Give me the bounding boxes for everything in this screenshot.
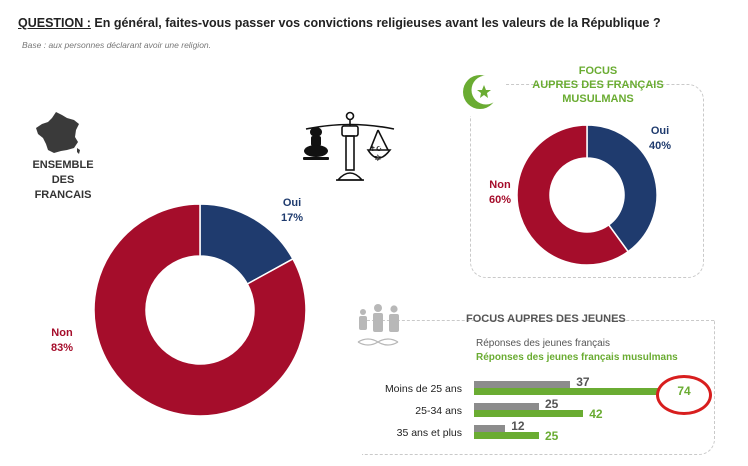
donut-ensemble-non-value: 83% (50, 342, 74, 354)
bar-grey-25-34 (474, 403, 539, 410)
scales-icon: ✡ ✝☪ (303, 111, 395, 181)
ensemble-line1: ENSEMBLE DES (32, 159, 94, 186)
bar-category-label: Moins de 25 ans (384, 383, 462, 395)
question-label: QUESTION : (18, 16, 91, 30)
crescent-star-icon (463, 75, 501, 109)
muslim-title-line2: AUPRES DES FRANÇAIS (532, 79, 664, 91)
legend-all-youth: Réponses des jeunes français (476, 338, 610, 349)
bar-value-grey: 37 (576, 375, 590, 389)
bar-grey-under25 (474, 381, 571, 388)
france-map-icon (36, 112, 80, 154)
donut-ensemble-non-label: Non 83% (42, 326, 82, 356)
muslim-focus-box (470, 84, 704, 278)
youth-focus-box (362, 320, 715, 455)
people-dna-icon (357, 304, 399, 346)
bar-grey-35plus (474, 425, 506, 432)
donut-ensemble-oui-label: Oui 17% (272, 196, 312, 226)
donut-muslim-non-name: Non (489, 179, 511, 191)
donut-muslim-oui-name: Oui (650, 125, 670, 137)
donut-muslim (516, 124, 658, 266)
bar-value-grey: 25 (545, 397, 559, 411)
bar-value-green-highlight: 74 (677, 384, 691, 398)
muslim-title-line1: FOCUS (578, 65, 618, 77)
donut-muslim-slice-oui (586, 124, 658, 253)
highlight-circle (656, 375, 712, 415)
base-note: Base : aux personnes déclarant avoir une… (22, 40, 212, 50)
youth-focus-title: FOCUS AUPRES DES JEUNES (466, 313, 626, 325)
bar-value-green: 42 (589, 407, 603, 421)
legend-muslim-youth: Réponses des jeunes français musulmans (476, 352, 678, 363)
bar-green-25-34 (474, 410, 584, 417)
donut-ensemble-oui-name: Oui (282, 197, 302, 209)
muslim-focus-title: FOCUS AUPRES DES FRANÇAIS MUSULMANS (508, 64, 688, 106)
crescent-badge (458, 70, 504, 116)
donut-muslim-oui-value: 40% (648, 140, 672, 152)
bar-value-grey: 12 (511, 419, 525, 433)
bar-category-label: 25-34 ans (415, 405, 462, 417)
question-header: QUESTION : En général, faites-vous passe… (18, 16, 661, 30)
donut-muslim-non-label: Non 60% (482, 178, 518, 208)
bar-value-green: 25 (545, 429, 559, 443)
ensemble-label: ENSEMBLE DES FRANCAIS (20, 158, 106, 203)
youth-top-divider (362, 320, 714, 321)
donut-muslim-slice-non (516, 124, 630, 266)
donut-muslim-non-value: 60% (488, 194, 512, 206)
donut-ensemble-non-name: Non (51, 327, 73, 339)
muslim-title-line3: MUSULMANS (562, 93, 634, 105)
donut-muslim-oui-label: Oui 40% (642, 124, 678, 154)
ensemble-line2: FRANCAIS (34, 189, 92, 201)
donut-ensemble (93, 203, 307, 417)
svg-text:✡: ✡ (374, 154, 382, 164)
donut-ensemble-oui-value: 17% (280, 212, 304, 224)
bar-green-under25 (474, 388, 667, 395)
bar-green-35plus (474, 432, 539, 439)
donut-ensemble-slice-non (93, 203, 307, 417)
bar-category-label: 35 ans et plus (396, 427, 462, 439)
question-text: En général, faites-vous passer vos convi… (90, 16, 661, 30)
svg-text:✝☪: ✝☪ (370, 145, 382, 153)
